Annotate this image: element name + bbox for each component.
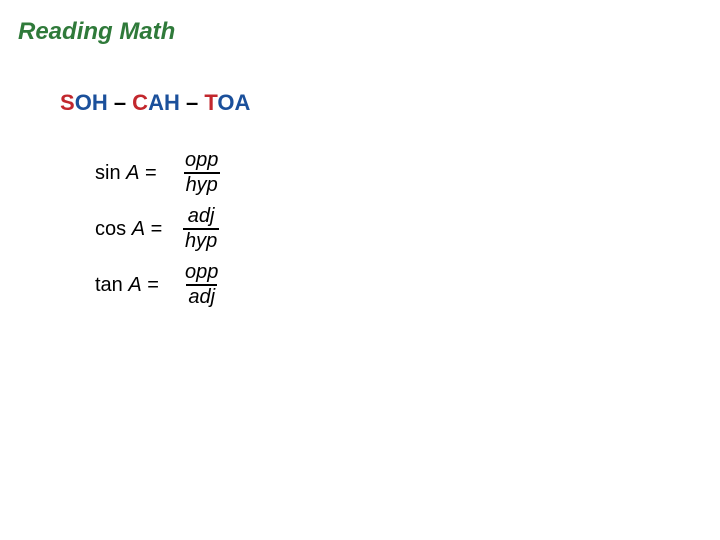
equation-row: cos A = adjhyp	[95, 201, 220, 257]
equation-row: tan A = oppadj	[95, 257, 220, 313]
mnemonic-part: O	[217, 90, 234, 115]
mnemonic-part: H	[164, 90, 180, 115]
page-title: Reading Math	[18, 18, 175, 46]
fraction-numerator: opp	[183, 262, 220, 284]
fraction-numerator: opp	[183, 150, 220, 172]
mnemonic-part: –	[180, 90, 204, 115]
fraction: adjhyp	[183, 206, 219, 252]
equation-lhs: cos A =	[95, 218, 183, 241]
mnemonic-part: A	[148, 90, 164, 115]
fraction-denominator: adj	[186, 284, 217, 308]
fraction-numerator: adj	[186, 206, 217, 228]
fraction-denominator: hyp	[183, 228, 219, 252]
fraction-denominator: hyp	[184, 172, 220, 196]
mnemonic-part: T	[204, 90, 217, 115]
mnemonic-part: C	[132, 90, 148, 115]
equation-lhs: tan A =	[95, 274, 183, 297]
equation-row: sin A = opphyp	[95, 145, 220, 201]
fraction: oppadj	[183, 262, 220, 308]
mnemonic-part: H	[92, 90, 108, 115]
mnemonic: SOH – CAH – TOA	[60, 90, 250, 116]
mnemonic-part: O	[75, 90, 92, 115]
mnemonic-part: –	[108, 90, 132, 115]
fraction: opphyp	[183, 150, 220, 196]
equations-block: sin A = opphypcos A = adjhyptan A = oppa…	[95, 145, 220, 313]
mnemonic-part: S	[60, 90, 75, 115]
mnemonic-part: A	[234, 90, 250, 115]
equation-lhs: sin A =	[95, 162, 183, 185]
slide: Reading Math SOH – CAH – TOA sin A = opp…	[0, 0, 720, 540]
